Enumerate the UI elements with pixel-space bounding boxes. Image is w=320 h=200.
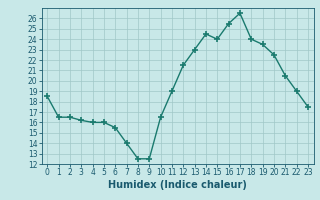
X-axis label: Humidex (Indice chaleur): Humidex (Indice chaleur) (108, 180, 247, 190)
